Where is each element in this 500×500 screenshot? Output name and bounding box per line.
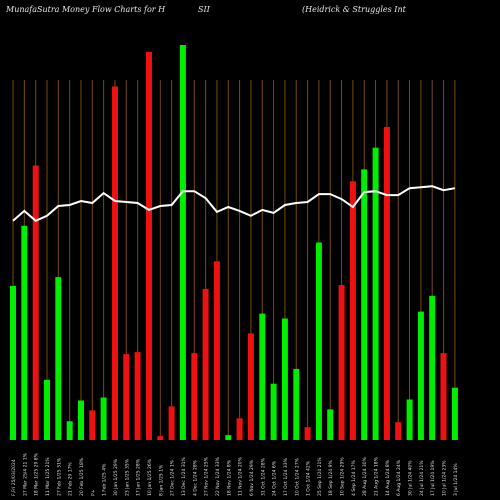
money-flow-bar xyxy=(406,399,413,440)
money-flow-bar xyxy=(157,436,164,440)
money-flow-bar xyxy=(236,418,243,440)
x-tick-label: 30 Jan 1/25 29% xyxy=(113,458,119,496)
x-tick-label: 18 Nov 1/24 8% xyxy=(226,459,232,496)
money-flow-bar xyxy=(179,45,186,440)
x-tick-label: 22 Nov 1/24 33% xyxy=(215,456,221,496)
money-flow-bar xyxy=(225,435,232,440)
money-flow-bar xyxy=(429,295,436,440)
x-tick-label: 25 Sep 1/24 21% xyxy=(317,457,323,496)
x-tick-label: 1 Oct 1/24 42% xyxy=(306,460,312,496)
money-flow-bar xyxy=(66,421,73,440)
x-tick-label: 27 Feb 1/25 31% xyxy=(56,457,62,496)
money-flow-bar xyxy=(383,127,390,440)
money-flow-bar xyxy=(78,400,84,440)
x-tick-label: 10 Oct 1/24 27% xyxy=(294,457,300,496)
x-tick-label: 18 Sep 1/24 9% xyxy=(328,460,334,496)
x-tick-label: 11 Mar 1/25 21% xyxy=(45,457,51,496)
money-flow-bar xyxy=(202,288,209,440)
money-flow-bar xyxy=(146,51,152,441)
x-tick-label: 28 Aug 1/24 30% xyxy=(362,456,368,496)
money-flow-bar xyxy=(21,225,28,440)
money-flow-bar xyxy=(247,333,254,440)
x-tick-label: 20 Feb 1/25 18% xyxy=(79,457,85,496)
x-tick-label: 6 Aug 1/24 24% xyxy=(396,459,402,496)
x-tick-label: 6 Nov 1/24 29% xyxy=(249,459,255,496)
money-flow-bar xyxy=(440,353,447,440)
x-tick-label: 1 Feb 1/25 4% xyxy=(102,463,108,496)
money-flow-bar xyxy=(191,353,198,440)
x-tick-label: 11 Nov 1/24 20% xyxy=(238,456,244,496)
x-tick-label: 31 Oct 1/24 28% xyxy=(260,457,266,496)
money-flow-bar xyxy=(32,165,39,440)
money-flow-bar xyxy=(134,352,141,440)
x-tick-label: 21 Aug 1/24 18% xyxy=(374,456,380,496)
x-tick-label: 10 Jan 1/25 26% xyxy=(147,458,153,496)
x-axis-labels: F,Fri 25/03/2024 27 Mar 25/4 21 1% 18 Mar … xyxy=(11,452,459,496)
money-flow-bar xyxy=(327,409,334,440)
x-tick-label: 24 Oct 1/24 6% xyxy=(272,460,278,496)
money-flow-bar xyxy=(259,313,266,440)
header-company: (Heidrick & Struggles Int xyxy=(302,5,406,14)
x-tick-label: 18 Mar 1/25 29 8% xyxy=(34,452,40,496)
money-flow-bar xyxy=(89,410,96,440)
x-tick-label: 24 Jul 1/24 21% xyxy=(419,460,425,496)
x-tick-label: 17 Jan 1/25 28% xyxy=(136,458,142,496)
x-tick-label: 23 Jan 1/25 35% xyxy=(124,458,130,496)
money-flow-bar xyxy=(270,383,277,440)
x-tick-label: 8 Jan 1/25 1% xyxy=(158,464,164,496)
x-tick-label: 10 Sep 1/24 29% xyxy=(340,457,346,496)
money-flow-bar xyxy=(417,311,424,440)
money-flow-bar xyxy=(100,397,107,440)
money-flow-bar xyxy=(123,354,130,440)
x-tick-label: 27 Mar 25/4 21 1% xyxy=(22,452,28,496)
money-flow-bar xyxy=(304,427,311,440)
money-flow-bar xyxy=(349,181,356,441)
money-flow-bar xyxy=(44,379,50,440)
money-flow-bar xyxy=(315,242,322,440)
money-flow-bar xyxy=(361,169,368,440)
x-tick-label: P+ xyxy=(90,489,96,496)
money-flow-bar xyxy=(213,261,220,440)
money-flow-bar xyxy=(338,285,345,440)
money-flow-bar xyxy=(293,368,300,440)
x-tick-label: 13 Dec 1/24 31% xyxy=(181,456,187,496)
money-flow-line xyxy=(12,185,456,222)
x-tick-label: 30 Jul 1/24 40% xyxy=(408,460,414,496)
x-tick-label: 4 Sep 1/24 17% xyxy=(351,460,357,496)
money-flow-bar xyxy=(451,387,458,440)
money-flow-bar xyxy=(10,285,16,440)
x-tick-label: 27 Dec 1/24 1% xyxy=(170,459,176,496)
money-flow-bar xyxy=(55,277,62,440)
x-tick-label: 14 Aug 1/24 8% xyxy=(385,459,391,496)
money-flow-bars xyxy=(10,45,458,441)
header-title-left: MunafaSutra Money Flow Charts for H xyxy=(6,5,166,14)
x-tick-label: 17 Jul 1/24 19% xyxy=(430,460,436,496)
money-flow-bar xyxy=(112,86,118,440)
money-flow-bar xyxy=(395,422,402,440)
x-tick-label: 21 Feb 29 17% xyxy=(68,462,74,496)
header-ticker: SII xyxy=(198,5,210,14)
money-flow-bar xyxy=(281,318,288,440)
money-flow-bar xyxy=(372,147,379,440)
x-tick-label: 3 Jul 1/24 14% xyxy=(453,463,459,496)
x-tick-label: 4 Dec 1/24 28% xyxy=(192,459,198,496)
x-tick-label: F,Fri 25/03/2024 xyxy=(11,459,17,496)
money-flow-bar xyxy=(168,406,175,440)
x-tick-label: 27 Nov 1/24 25% xyxy=(204,456,210,496)
x-tick-label: 17 Oct 1/24 33% xyxy=(283,457,289,496)
x-tick-label: 10 Jul 1/24 23% xyxy=(442,460,448,496)
